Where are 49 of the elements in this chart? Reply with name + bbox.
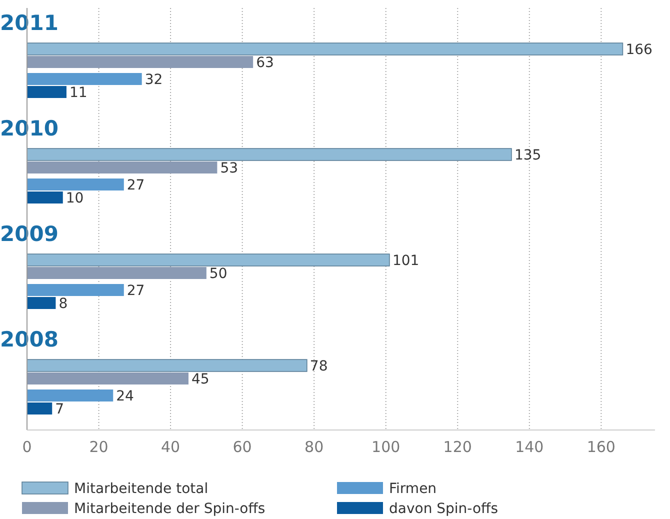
data-label: 63 bbox=[256, 55, 274, 71]
legend-label: Mitarbeitende total bbox=[74, 481, 208, 497]
x-tick-label: 160 bbox=[586, 438, 616, 456]
x-tick-label: 100 bbox=[372, 438, 400, 456]
x-tick-label: 0 bbox=[22, 438, 32, 456]
legend-label: davon Spin-offs bbox=[389, 501, 498, 517]
x-tick-label: 120 bbox=[443, 438, 472, 456]
bar bbox=[27, 402, 52, 414]
y-tick-label: 2008 bbox=[0, 328, 58, 352]
data-label: 27 bbox=[126, 178, 145, 194]
bar bbox=[27, 86, 66, 98]
data-label: 45 bbox=[191, 372, 210, 388]
data-label: 101 bbox=[392, 253, 420, 269]
data-label: 53 bbox=[220, 160, 238, 176]
bar bbox=[27, 372, 188, 384]
bar bbox=[26, 254, 390, 266]
bar bbox=[27, 284, 124, 296]
data-label: 166 bbox=[626, 42, 653, 58]
legend-label: Mitarbeitende der Spin-offs bbox=[74, 501, 266, 517]
data-label: 10 bbox=[66, 190, 84, 206]
data-label: 27 bbox=[126, 283, 145, 299]
data-label: 135 bbox=[514, 148, 542, 164]
x-tick-label: 60 bbox=[232, 438, 252, 456]
bar bbox=[26, 359, 308, 372]
data-label: 32 bbox=[144, 72, 163, 88]
bar bbox=[27, 178, 124, 190]
y-tick-label: 2010 bbox=[0, 116, 58, 140]
data-label: 7 bbox=[55, 402, 64, 418]
data-label: 11 bbox=[69, 85, 88, 101]
y-tick-label: 2011 bbox=[0, 11, 58, 35]
bar bbox=[27, 267, 206, 279]
x-tick-label: 40 bbox=[160, 438, 180, 456]
data-label: 50 bbox=[209, 266, 228, 282]
x-tick-label: 80 bbox=[304, 438, 324, 456]
bar bbox=[27, 390, 114, 402]
bar bbox=[27, 162, 218, 174]
bar bbox=[27, 56, 254, 68]
bar bbox=[26, 42, 624, 56]
data-label: 8 bbox=[58, 296, 68, 312]
legend-label: Firmen bbox=[389, 481, 437, 497]
bar bbox=[26, 148, 512, 161]
bar bbox=[27, 73, 142, 85]
data-label: 78 bbox=[310, 358, 328, 374]
bar bbox=[27, 192, 63, 204]
y-tick-label: 2009 bbox=[0, 222, 58, 246]
x-tick-label: 20 bbox=[89, 438, 108, 456]
x-tick-label: 140 bbox=[515, 438, 544, 456]
bar bbox=[27, 297, 56, 309]
data-label: 24 bbox=[116, 388, 134, 404]
